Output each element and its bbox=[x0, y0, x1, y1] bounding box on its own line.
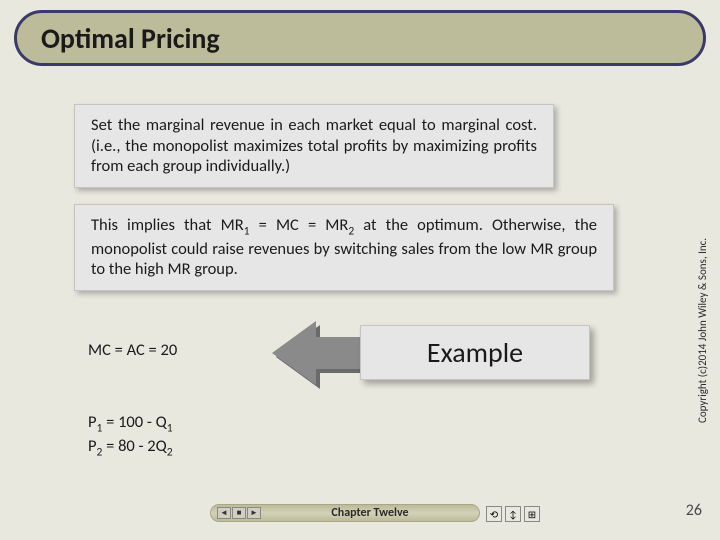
next-button[interactable]: ► bbox=[247, 507, 261, 519]
impl-mid1: = MC = MR bbox=[250, 215, 349, 235]
impl-pre: This implies that MR bbox=[91, 215, 244, 235]
example-box: Example bbox=[360, 325, 590, 380]
p2-equation: P2 = 80 - 2Q2 bbox=[88, 436, 173, 460]
grid-icon[interactable]: ⊞ bbox=[524, 506, 540, 522]
intro-text: Set the marginal revenue in each market … bbox=[91, 115, 537, 176]
nav-bar: ◄ ■ ► Chapter Twelve bbox=[210, 504, 480, 522]
footer: ◄ ■ ► Chapter Twelve ⟲ ↕ ⊞ 26 bbox=[0, 500, 720, 528]
intro-box: Set the marginal revenue in each market … bbox=[74, 104, 554, 188]
title-bar: Optimal Pricing bbox=[14, 10, 706, 66]
stop-button[interactable]: ■ bbox=[232, 507, 246, 519]
nav-buttons: ◄ ■ ► bbox=[217, 507, 261, 519]
example-label: Example bbox=[427, 335, 523, 370]
slide-title: Optimal Pricing bbox=[41, 21, 220, 56]
page-number: 26 bbox=[686, 501, 702, 520]
copyright-text: Copyright (c)2014 John Wiley & Sons, Inc… bbox=[696, 200, 712, 460]
footer-icons: ⟲ ↕ ⊞ bbox=[486, 506, 540, 522]
implication-box: This implies that MR1 = MC = MR2 at the … bbox=[74, 204, 614, 291]
mc-equation: MC = AC = 20 bbox=[88, 340, 177, 360]
chapter-label: Chapter Twelve bbox=[261, 506, 479, 520]
refresh-icon[interactable]: ⟲ bbox=[486, 506, 502, 522]
price-equations: P1 = 100 - Q1 P2 = 80 - 2Q2 bbox=[88, 412, 173, 461]
example-callout: Example bbox=[270, 315, 590, 395]
resize-icon[interactable]: ↕ bbox=[505, 506, 521, 522]
p1-equation: P1 = 100 - Q1 bbox=[88, 412, 173, 436]
prev-button[interactable]: ◄ bbox=[217, 507, 231, 519]
